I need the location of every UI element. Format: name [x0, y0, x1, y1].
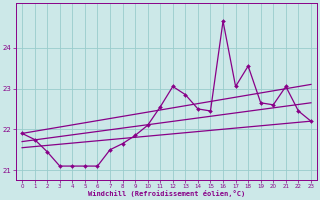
X-axis label: Windchill (Refroidissement éolien,°C): Windchill (Refroidissement éolien,°C) [88, 190, 245, 197]
